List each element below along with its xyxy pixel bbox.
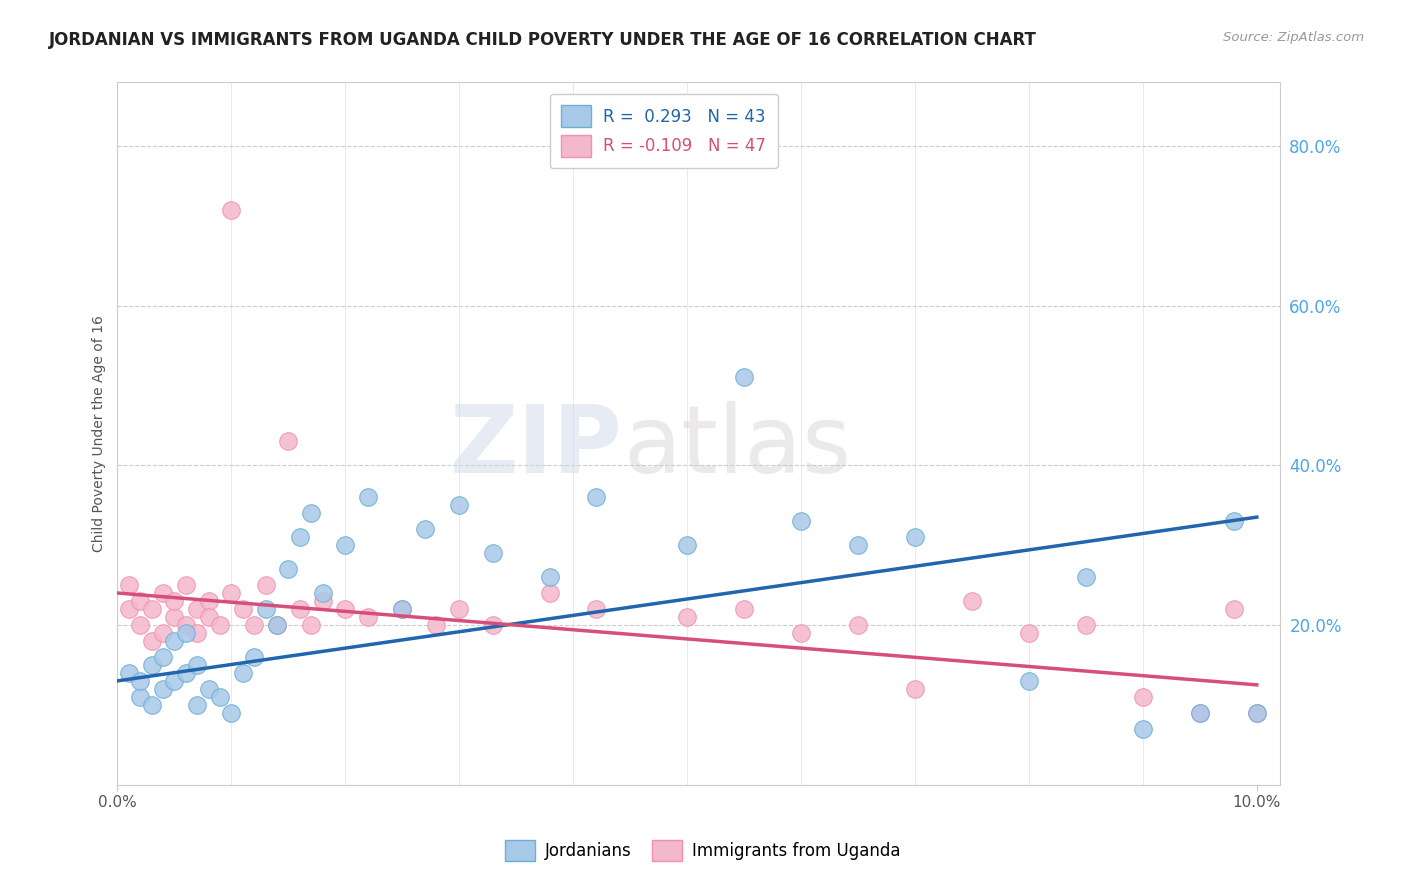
Legend: Jordanians, Immigrants from Uganda: Jordanians, Immigrants from Uganda xyxy=(499,833,907,868)
Point xyxy=(118,665,141,680)
Legend: R =  0.293   N = 43, R = -0.109   N = 47: R = 0.293 N = 43, R = -0.109 N = 47 xyxy=(550,94,778,169)
Point xyxy=(299,506,322,520)
Point xyxy=(129,594,152,608)
Point xyxy=(152,681,174,696)
Point xyxy=(733,370,755,384)
Point xyxy=(391,602,413,616)
Point xyxy=(1223,602,1246,616)
Y-axis label: Child Poverty Under the Age of 16: Child Poverty Under the Age of 16 xyxy=(93,315,107,552)
Point xyxy=(129,618,152,632)
Point xyxy=(243,618,266,632)
Point xyxy=(311,586,333,600)
Point xyxy=(391,602,413,616)
Point xyxy=(129,673,152,688)
Point xyxy=(585,490,607,504)
Point xyxy=(482,546,505,560)
Text: Source: ZipAtlas.com: Source: ZipAtlas.com xyxy=(1223,31,1364,45)
Point xyxy=(846,618,869,632)
Point xyxy=(254,578,277,592)
Point xyxy=(482,618,505,632)
Point xyxy=(266,618,288,632)
Point xyxy=(1246,706,1268,720)
Point xyxy=(163,610,186,624)
Point xyxy=(585,602,607,616)
Point xyxy=(277,562,299,576)
Point xyxy=(163,673,186,688)
Point xyxy=(413,522,436,536)
Point xyxy=(197,610,219,624)
Point xyxy=(1018,626,1040,640)
Point xyxy=(1074,618,1097,632)
Point xyxy=(449,498,471,512)
Point xyxy=(425,618,447,632)
Point xyxy=(197,681,219,696)
Point xyxy=(141,634,163,648)
Point xyxy=(152,626,174,640)
Point xyxy=(141,602,163,616)
Point xyxy=(208,618,231,632)
Point xyxy=(676,610,699,624)
Point xyxy=(254,602,277,616)
Point xyxy=(141,657,163,672)
Point xyxy=(174,626,197,640)
Point xyxy=(129,690,152,704)
Point xyxy=(221,706,243,720)
Point xyxy=(1018,673,1040,688)
Point xyxy=(790,514,813,528)
Point xyxy=(357,610,380,624)
Point xyxy=(186,657,208,672)
Point xyxy=(904,681,927,696)
Point xyxy=(174,665,197,680)
Point xyxy=(152,586,174,600)
Point xyxy=(1074,570,1097,584)
Point xyxy=(186,698,208,712)
Point xyxy=(243,649,266,664)
Point xyxy=(311,594,333,608)
Point xyxy=(1188,706,1211,720)
Text: atlas: atlas xyxy=(623,401,851,493)
Point xyxy=(141,698,163,712)
Text: JORDANIAN VS IMMIGRANTS FROM UGANDA CHILD POVERTY UNDER THE AGE OF 16 CORRELATIO: JORDANIAN VS IMMIGRANTS FROM UGANDA CHIL… xyxy=(49,31,1038,49)
Point xyxy=(288,602,311,616)
Point xyxy=(118,602,141,616)
Point xyxy=(232,665,254,680)
Point xyxy=(266,618,288,632)
Point xyxy=(790,626,813,640)
Point xyxy=(208,690,231,704)
Point xyxy=(232,602,254,616)
Point xyxy=(174,578,197,592)
Point xyxy=(221,586,243,600)
Point xyxy=(288,530,311,544)
Point xyxy=(163,634,186,648)
Point xyxy=(538,570,561,584)
Point xyxy=(449,602,471,616)
Point xyxy=(676,538,699,552)
Point xyxy=(1188,706,1211,720)
Point xyxy=(335,538,357,552)
Point xyxy=(163,594,186,608)
Point xyxy=(357,490,380,504)
Point xyxy=(335,602,357,616)
Text: ZIP: ZIP xyxy=(450,401,623,493)
Point xyxy=(118,578,141,592)
Point xyxy=(733,602,755,616)
Point xyxy=(299,618,322,632)
Point xyxy=(186,602,208,616)
Point xyxy=(538,586,561,600)
Point xyxy=(1246,706,1268,720)
Point xyxy=(960,594,983,608)
Point xyxy=(1132,690,1154,704)
Point xyxy=(152,649,174,664)
Point xyxy=(277,434,299,449)
Point xyxy=(197,594,219,608)
Point xyxy=(174,618,197,632)
Point xyxy=(1132,722,1154,736)
Point xyxy=(186,626,208,640)
Point xyxy=(846,538,869,552)
Point xyxy=(221,202,243,217)
Point xyxy=(904,530,927,544)
Point xyxy=(1223,514,1246,528)
